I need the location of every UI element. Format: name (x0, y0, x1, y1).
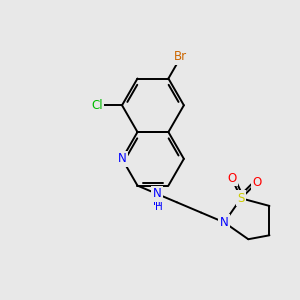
Text: O: O (227, 172, 236, 185)
Text: H: H (153, 197, 161, 207)
Text: N: N (118, 152, 126, 165)
Text: Br: Br (174, 50, 188, 63)
Text: S: S (237, 192, 245, 205)
Text: H: H (155, 202, 163, 212)
Text: N: N (220, 216, 229, 229)
Text: O: O (252, 176, 261, 189)
Text: Cl: Cl (91, 99, 103, 112)
Text: N: N (153, 188, 161, 200)
